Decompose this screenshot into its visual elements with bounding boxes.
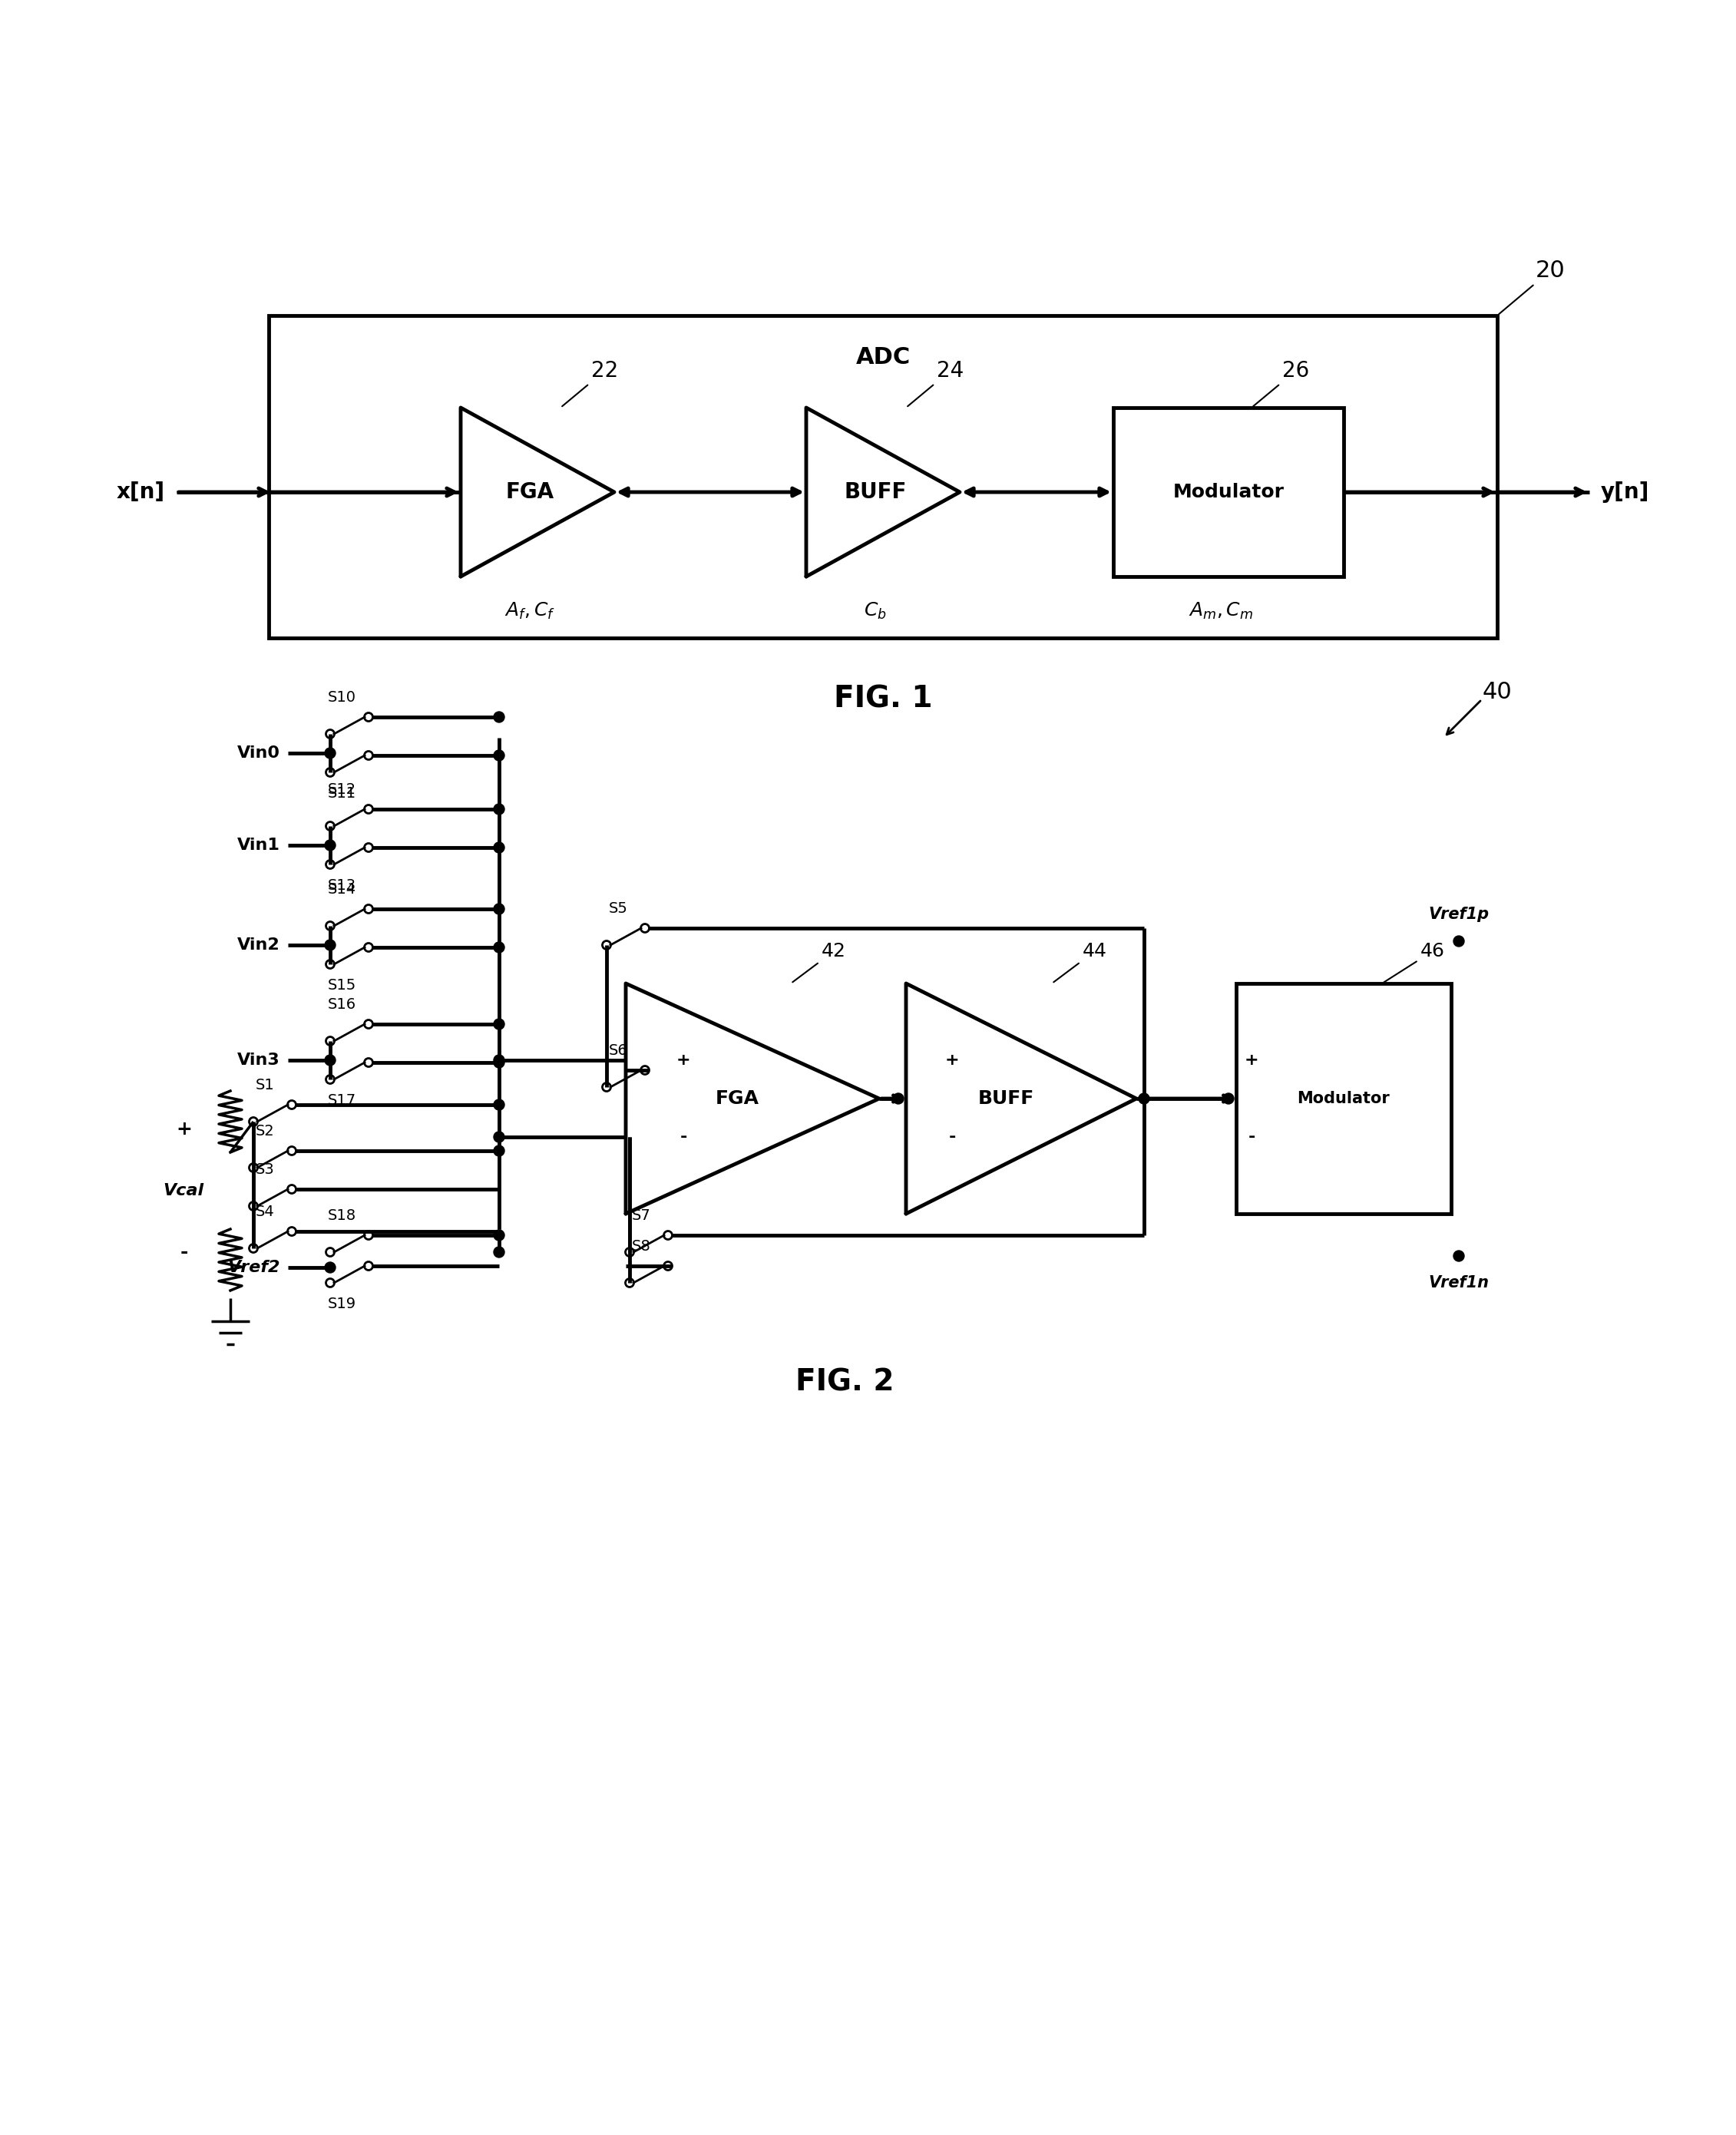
Text: S3: S3: [255, 1161, 274, 1176]
Text: 46: 46: [1384, 942, 1444, 982]
Text: +: +: [177, 1121, 193, 1138]
Text: FGA: FGA: [715, 1089, 759, 1108]
Text: $A_f, C_f$: $A_f, C_f$: [505, 602, 556, 621]
Text: Vcal: Vcal: [163, 1183, 203, 1198]
Circle shape: [493, 1057, 505, 1068]
Text: Vref2: Vref2: [227, 1260, 279, 1275]
Circle shape: [325, 747, 335, 758]
Circle shape: [493, 803, 505, 816]
Text: Vin0: Vin0: [238, 745, 279, 760]
Text: S14: S14: [328, 882, 356, 897]
Circle shape: [1453, 1251, 1463, 1262]
Text: +: +: [1245, 1053, 1259, 1068]
Text: FIG. 1: FIG. 1: [833, 685, 932, 713]
Text: Vref1n: Vref1n: [1429, 1275, 1489, 1290]
Text: Vin1: Vin1: [238, 837, 279, 852]
Bar: [1113, 408, 1344, 576]
Text: -: -: [181, 1243, 187, 1262]
Text: Vin3: Vin3: [238, 1053, 279, 1068]
Text: S8: S8: [632, 1238, 651, 1253]
Circle shape: [493, 1247, 505, 1258]
Text: 20: 20: [1498, 260, 1566, 314]
Text: ADC: ADC: [856, 346, 910, 369]
Circle shape: [1224, 1093, 1234, 1104]
Text: FIG. 2: FIG. 2: [795, 1369, 894, 1396]
Text: 24: 24: [908, 361, 963, 406]
Text: S17: S17: [328, 1093, 356, 1108]
Text: S19: S19: [328, 1296, 356, 1311]
Text: BUFF: BUFF: [844, 480, 906, 504]
Text: 44: 44: [1054, 942, 1108, 982]
Circle shape: [493, 1132, 505, 1142]
Circle shape: [1453, 935, 1463, 946]
Circle shape: [325, 939, 335, 950]
Text: Modulator: Modulator: [1174, 483, 1285, 502]
Text: -: -: [681, 1129, 687, 1144]
Text: S16: S16: [328, 997, 356, 1012]
Text: -: -: [1248, 1129, 1255, 1144]
Circle shape: [493, 1100, 505, 1110]
Text: S2: S2: [255, 1123, 274, 1138]
Text: S6: S6: [609, 1044, 628, 1059]
Circle shape: [493, 1055, 505, 1065]
Bar: [269, 316, 1496, 638]
Text: S18: S18: [328, 1208, 356, 1223]
Text: S13: S13: [328, 877, 356, 892]
Text: $C_b$: $C_b$: [865, 602, 887, 621]
Circle shape: [493, 1144, 505, 1157]
Text: S4: S4: [255, 1204, 274, 1219]
Text: 22: 22: [562, 361, 618, 406]
Text: 42: 42: [793, 942, 845, 982]
Text: Vin2: Vin2: [238, 937, 279, 952]
Circle shape: [493, 749, 505, 760]
Text: 26: 26: [1253, 361, 1309, 406]
Text: -: -: [948, 1129, 957, 1144]
Bar: [1236, 984, 1451, 1215]
Text: S10: S10: [328, 690, 356, 705]
Text: +: +: [677, 1053, 691, 1068]
Circle shape: [493, 1230, 505, 1240]
Circle shape: [325, 1262, 335, 1272]
Text: BUFF: BUFF: [977, 1089, 1035, 1108]
Text: S1: S1: [255, 1078, 274, 1093]
Circle shape: [325, 839, 335, 850]
Circle shape: [1139, 1093, 1149, 1104]
Text: S11: S11: [328, 786, 356, 801]
Circle shape: [493, 841, 505, 852]
Text: S5: S5: [609, 901, 628, 916]
Text: S7: S7: [632, 1208, 651, 1223]
Circle shape: [892, 1093, 904, 1104]
Circle shape: [493, 903, 505, 914]
Text: Modulator: Modulator: [1297, 1091, 1391, 1106]
Text: S15: S15: [328, 978, 356, 993]
Circle shape: [493, 1018, 505, 1029]
Circle shape: [325, 1055, 335, 1065]
Text: S12: S12: [328, 781, 356, 796]
Text: Vref1p: Vref1p: [1429, 907, 1489, 922]
Text: x[n]: x[n]: [116, 480, 165, 504]
Circle shape: [493, 711, 505, 722]
Text: $A_m, C_m$: $A_m, C_m$: [1189, 602, 1253, 621]
Text: FGA: FGA: [505, 480, 554, 504]
Text: y[n]: y[n]: [1601, 480, 1649, 504]
Circle shape: [493, 942, 505, 952]
Text: +: +: [944, 1053, 960, 1068]
Text: 40: 40: [1483, 681, 1512, 702]
